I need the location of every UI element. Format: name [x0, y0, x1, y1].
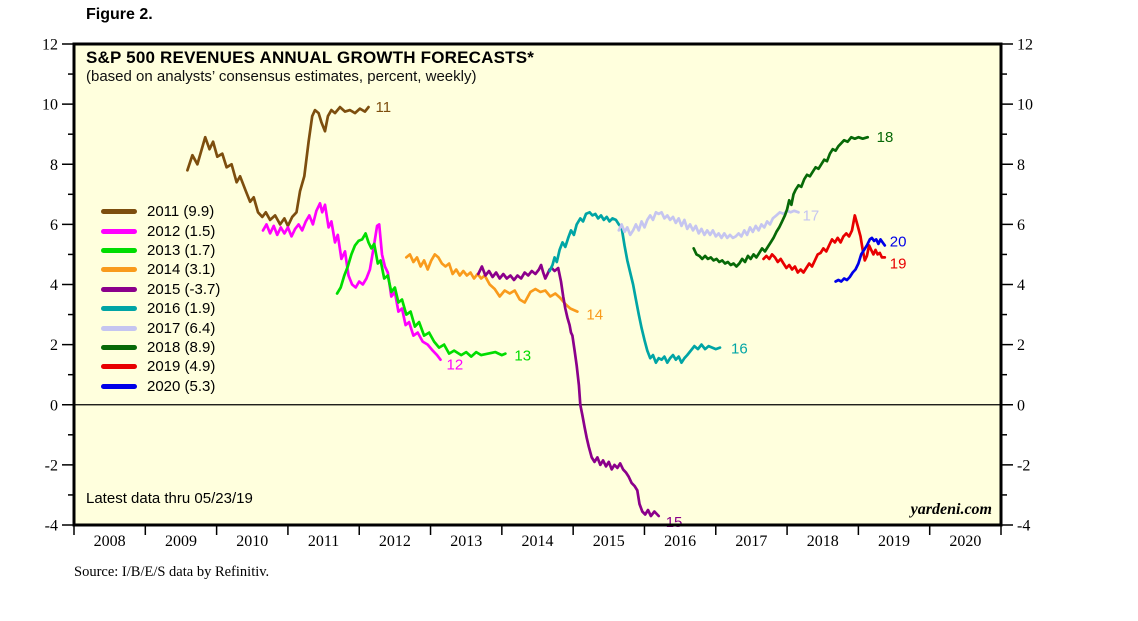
- x-axis-label: 2015: [593, 533, 625, 550]
- y-axis-label-right: 0: [1017, 397, 1025, 414]
- legend-item-2013: 2013 (1.7): [101, 241, 220, 260]
- figure-label: Figure 2.: [86, 6, 153, 23]
- chart-title: S&P 500 REVENUES ANNUAL GROWTH FORECASTS…: [86, 48, 535, 67]
- legend-swatch-2011: [101, 209, 137, 215]
- series-end-label-2018: 18: [877, 129, 894, 146]
- plot-background: [74, 44, 1001, 525]
- series-end-label-2019: 19: [890, 255, 907, 272]
- legend-item-2015: 2015 (-3.7): [101, 280, 220, 299]
- legend-item-2019: 2019 (4.9): [101, 357, 220, 376]
- x-axis-label: 2018: [807, 533, 839, 550]
- legend-label-2011: 2011 (9.9): [147, 203, 215, 221]
- legend-label-2017: 2017 (6.4): [147, 319, 216, 337]
- legend-swatch-2014: [101, 267, 137, 273]
- legend-item-2018: 2018 (8.9): [101, 338, 220, 357]
- x-axis-label: 2014: [522, 533, 554, 550]
- legend-swatch-2012: [101, 228, 137, 234]
- series-line-2019: [762, 214, 887, 274]
- x-axis-label: 2008: [94, 533, 126, 550]
- chart-subtitle: (based on analysts’ consensus estimates,…: [86, 68, 477, 85]
- series-line-2012: [261, 201, 442, 362]
- legend-item-2017: 2017 (6.4): [101, 318, 220, 337]
- legend-label-2012: 2012 (1.5): [147, 222, 216, 240]
- y-axis-label-left: 4: [50, 277, 58, 294]
- x-axis-label: 2012: [379, 533, 411, 550]
- y-axis-label-left: -4: [45, 518, 58, 535]
- x-axis-label: 2016: [664, 533, 696, 550]
- x-axis-label: 2009: [165, 533, 197, 550]
- y-axis-label-right: 10: [1017, 97, 1033, 114]
- y-axis-label-right: 4: [1017, 277, 1025, 294]
- legend-swatch-2013: [101, 247, 137, 253]
- series-line-2020: [834, 236, 887, 283]
- legend-item-2020: 2020 (5.3): [101, 377, 220, 396]
- legend-label-2015: 2015 (-3.7): [147, 280, 221, 298]
- y-axis-label-left: 10: [42, 97, 58, 114]
- x-axis-label: 2011: [308, 533, 339, 550]
- legend-label-2016: 2016 (1.9): [147, 300, 216, 318]
- legend-label-2014: 2014 (3.1): [147, 261, 216, 279]
- legend-label-2019: 2019 (4.9): [147, 358, 216, 376]
- series-end-label-2015: 15: [666, 514, 683, 531]
- y-axis-label-right: 8: [1017, 157, 1025, 174]
- y-axis-label-left: 0: [50, 397, 58, 414]
- watermark: yardeni.com: [910, 501, 992, 518]
- x-axis-label: 2017: [735, 533, 767, 550]
- legend-swatch-2020: [101, 383, 137, 389]
- y-axis-label-left: 12: [42, 37, 58, 54]
- y-axis-label-left: 6: [50, 217, 58, 234]
- series-end-label-2017: 17: [802, 207, 819, 224]
- series-line-2017: [617, 209, 800, 240]
- x-axis-label: 2019: [878, 533, 910, 550]
- y-axis-label-right: 6: [1017, 217, 1025, 234]
- plot-border: [72, 42, 1003, 527]
- x-axis-label: 2010: [236, 533, 268, 550]
- source-note: Source: I/B/E/S data by Refinitiv.: [74, 564, 270, 580]
- series-end-label-2020: 20: [890, 233, 907, 250]
- series-end-label-2013: 13: [514, 348, 531, 365]
- legend-item-2016: 2016 (1.9): [101, 299, 220, 318]
- series-line-2015: [476, 263, 661, 518]
- series-end-label-2011: 11: [376, 99, 392, 116]
- y-axis-label-right: -4: [1017, 518, 1030, 535]
- y-axis-label-right: -2: [1017, 457, 1030, 474]
- y-axis-label-left: 8: [50, 157, 58, 174]
- x-axis-label: 2020: [949, 533, 981, 550]
- x-axis-label: 2013: [450, 533, 482, 550]
- legend-item-2011: 2011 (9.9): [101, 202, 220, 221]
- legend-swatch-2019: [101, 364, 137, 370]
- legend-item-2012: 2012 (1.5): [101, 221, 220, 240]
- y-axis-label-left: 2: [50, 337, 58, 354]
- series-line-2013: [335, 232, 507, 358]
- series-line-2018: [692, 135, 870, 268]
- series-end-label-2012: 12: [447, 357, 464, 374]
- legend-label-2018: 2018 (8.9): [147, 338, 216, 356]
- series-line-2011: [186, 105, 370, 228]
- legend-swatch-2017: [101, 325, 137, 331]
- legend: 2011 (9.9) 2012 (1.5) 2013 (1.7) 2014 (3.1)…: [101, 202, 220, 396]
- legend-label-2013: 2013 (1.7): [147, 241, 216, 259]
- legend-swatch-2018: [101, 344, 137, 350]
- legend-item-2014: 2014 (3.1): [101, 260, 220, 279]
- y-axis-label-right: 2: [1017, 337, 1025, 354]
- latest-data-note: Latest data thru 05/23/19: [86, 490, 253, 507]
- series-end-label-2014: 14: [586, 307, 603, 324]
- series-end-label-2016: 16: [731, 341, 748, 358]
- y-axis-label-right: 12: [1017, 37, 1033, 54]
- legend-label-2020: 2020 (5.3): [147, 377, 216, 395]
- y-axis-label-left: -2: [45, 457, 58, 474]
- legend-swatch-2016: [101, 306, 137, 312]
- series-line-2016: [548, 210, 722, 365]
- legend-swatch-2015: [101, 286, 137, 292]
